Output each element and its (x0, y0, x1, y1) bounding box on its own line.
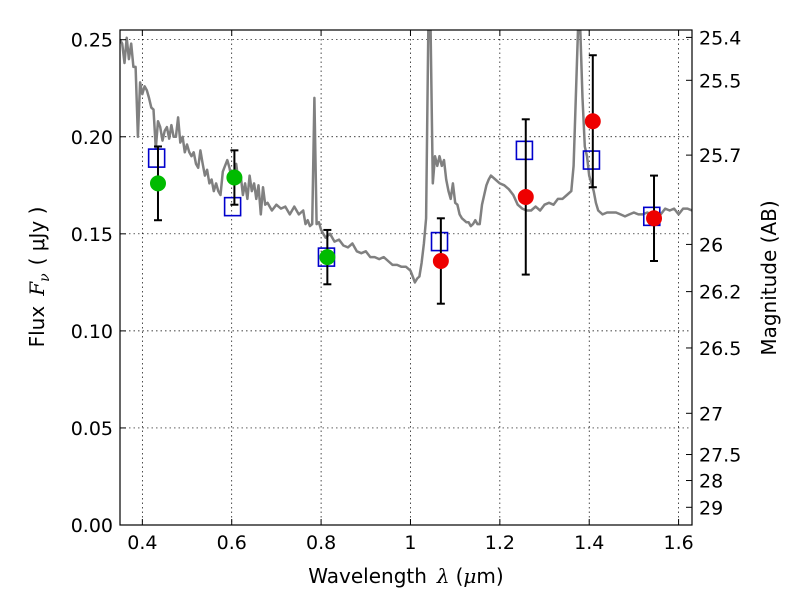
model-flux-square (582, 150, 601, 170)
y2-tick-label: 28 (699, 471, 723, 493)
y-tick-label: 0.00 (71, 515, 113, 537)
x-axis-title: Wavelength λ (μm) (308, 564, 503, 588)
x-tick-label: 0.4 (127, 532, 157, 554)
model-flux-square (223, 196, 242, 217)
model-flux-square (147, 148, 166, 168)
y-tick-label: 0.15 (71, 224, 113, 246)
x-tick-label: 1.6 (663, 532, 693, 554)
y2-tick-label: 27 (699, 403, 723, 425)
x-tick-label: 1.4 (574, 532, 604, 554)
y2-tick-label: 26.5 (699, 338, 741, 360)
x-tick-label: 1.2 (485, 532, 515, 554)
y2-tick-label: 29 (699, 497, 723, 519)
grid-layer (120, 30, 692, 526)
model-flux-square (430, 231, 449, 252)
observed-point-green (319, 249, 336, 266)
model-flux-square (515, 140, 534, 161)
y2-tick-label: 26 (699, 234, 723, 256)
y2-tick-label: 26.2 (699, 282, 741, 304)
x-tick-label: 1 (404, 532, 416, 554)
observed-point-red (646, 210, 663, 227)
y-axis-title: FluxFν( μJy ) (25, 207, 53, 348)
tick-layer: 0.4 0.6 0.8 1 1.2 1.4 1.6 0.00 0.05 0.10 0.15 0.20 0… (71, 27, 742, 554)
observed-point-green (149, 175, 166, 192)
observed-point-red (584, 113, 601, 130)
x-tick-label: 0.8 (306, 532, 336, 554)
y-tick-label: 0.05 (71, 418, 113, 440)
observed-point-green (226, 169, 243, 186)
y2-tick-label: 25.4 (699, 27, 741, 49)
y-tick-label: 0.25 (71, 30, 113, 52)
observed-point-red (432, 253, 449, 269)
series-layer (120, 30, 692, 305)
y2-tick-label: 25.7 (699, 145, 741, 167)
y2-tick-label: 25.5 (699, 70, 741, 92)
plot-frame (119, 29, 693, 526)
x-tick-label: 0.6 (217, 532, 247, 554)
y-tick-label: 0.20 (71, 127, 113, 149)
y2-axis-title: Magnitude (AB) (757, 200, 781, 355)
y-tick-label: 0.10 (71, 321, 113, 343)
observed-point-red (517, 188, 534, 205)
sed-model-line (120, 30, 692, 284)
y2-tick-label: 27.5 (699, 445, 741, 467)
